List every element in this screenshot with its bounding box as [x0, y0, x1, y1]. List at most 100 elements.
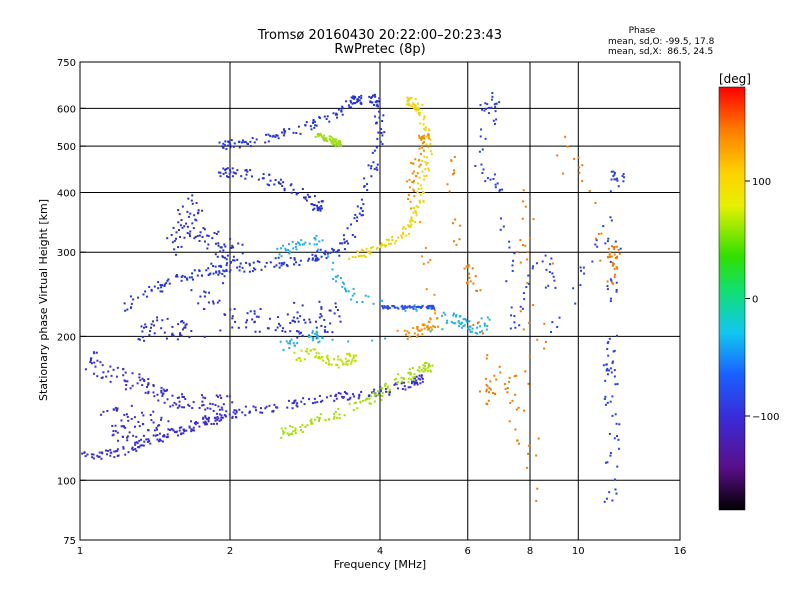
- data-point: [378, 392, 381, 395]
- data-point: [464, 318, 467, 321]
- data-point: [306, 347, 309, 350]
- data-point: [299, 426, 302, 429]
- data-point: [344, 357, 347, 360]
- data-point: [278, 262, 281, 265]
- data-point: [116, 409, 119, 412]
- data-point: [232, 171, 235, 174]
- data-point: [403, 307, 406, 310]
- data-point: [386, 387, 389, 390]
- data-point: [318, 420, 321, 423]
- data-point: [377, 100, 380, 103]
- data-point: [336, 309, 339, 312]
- data-point: [188, 336, 191, 339]
- data-point: [386, 385, 389, 388]
- data-point: [481, 148, 484, 151]
- data-point: [366, 189, 369, 192]
- data-point: [136, 382, 139, 385]
- data-point: [201, 209, 204, 212]
- data-point: [277, 137, 280, 140]
- data-point: [373, 400, 376, 403]
- data-point: [609, 260, 612, 263]
- data-point: [137, 446, 140, 449]
- data-point: [183, 406, 186, 409]
- data-point: [142, 293, 145, 296]
- data-point: [528, 444, 531, 447]
- data-point: [148, 334, 151, 337]
- data-point: [234, 412, 237, 415]
- data-point: [363, 254, 366, 257]
- data-point: [417, 306, 420, 309]
- data-point: [359, 254, 362, 257]
- data-point: [192, 227, 195, 230]
- data-point: [150, 288, 153, 291]
- data-point: [354, 354, 357, 357]
- data-point: [400, 380, 403, 383]
- data-point: [360, 94, 363, 97]
- data-point: [228, 270, 231, 273]
- data-point: [379, 128, 382, 131]
- data-point: [607, 354, 610, 357]
- data-point: [346, 227, 349, 230]
- data-point: [331, 143, 334, 146]
- data-point: [190, 199, 193, 202]
- data-point: [315, 352, 318, 355]
- y-tick-label: 500: [57, 142, 76, 153]
- data-point: [149, 330, 152, 333]
- data-point: [147, 429, 150, 432]
- data-point: [613, 246, 616, 249]
- data-point: [412, 102, 415, 105]
- data-point: [603, 500, 606, 503]
- data-point: [427, 363, 430, 366]
- data-point: [412, 305, 415, 308]
- data-point: [126, 308, 129, 311]
- data-point: [349, 396, 352, 399]
- data-point: [295, 242, 298, 245]
- data-point: [177, 323, 180, 326]
- data-point: [284, 130, 287, 133]
- data-point: [602, 364, 605, 367]
- data-point: [326, 252, 329, 255]
- data-point: [350, 101, 353, 104]
- data-point: [350, 96, 353, 99]
- data-point: [413, 304, 416, 307]
- data-point: [124, 371, 127, 374]
- data-point: [190, 430, 193, 433]
- data-point: [356, 98, 359, 101]
- data-point: [444, 313, 447, 316]
- data-point: [317, 135, 320, 138]
- data-point: [522, 189, 525, 192]
- data-point: [223, 243, 226, 246]
- data-point: [335, 416, 338, 419]
- data-point: [420, 306, 423, 309]
- data-point: [370, 246, 373, 249]
- data-point: [313, 243, 316, 246]
- data-point: [491, 95, 494, 98]
- data-point: [606, 342, 609, 345]
- data-point: [521, 307, 524, 310]
- data-point: [265, 261, 268, 264]
- data-point: [345, 100, 348, 103]
- data-point: [420, 135, 423, 138]
- data-point: [454, 322, 457, 325]
- data-point: [134, 425, 137, 428]
- data-point: [343, 248, 346, 251]
- data-point: [408, 368, 411, 371]
- data-point: [312, 348, 315, 351]
- data-point: [375, 100, 378, 103]
- data-point: [366, 250, 369, 253]
- data-point: [291, 402, 294, 405]
- data-point: [202, 421, 205, 424]
- data-point: [116, 439, 119, 442]
- data-point: [324, 419, 327, 422]
- data-point: [420, 328, 423, 331]
- data-point: [615, 288, 618, 291]
- data-point: [367, 164, 370, 167]
- data-point: [206, 247, 209, 250]
- data-point: [487, 106, 490, 109]
- data-point: [604, 403, 607, 406]
- data-point: [299, 259, 302, 262]
- data-point: [135, 435, 138, 438]
- data-point: [337, 391, 340, 394]
- data-point: [222, 256, 225, 259]
- data-point: [335, 138, 338, 141]
